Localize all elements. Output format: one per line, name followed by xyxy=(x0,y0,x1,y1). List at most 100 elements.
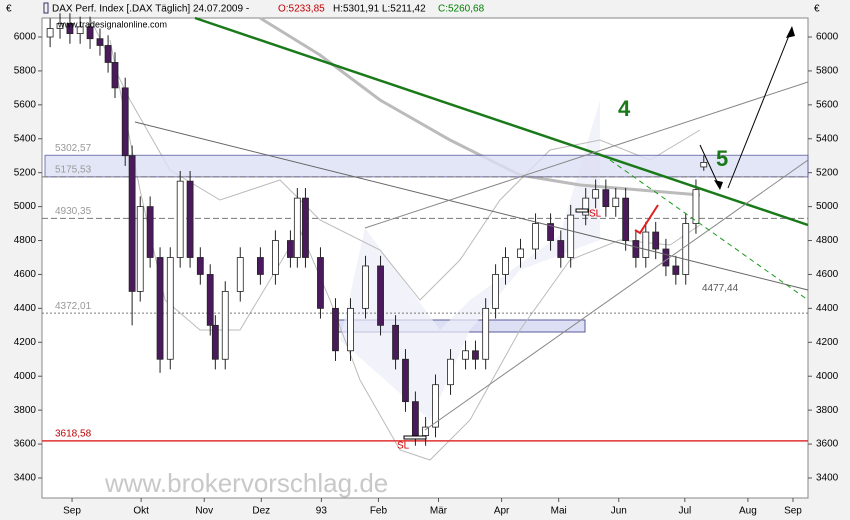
candle-body xyxy=(517,248,524,258)
marks xyxy=(46,13,708,446)
candle-body xyxy=(411,401,419,436)
sl-label: SL xyxy=(589,209,602,220)
candle-body xyxy=(211,324,219,360)
candle-body xyxy=(692,189,700,224)
source: www.tradesignalonline.com xyxy=(57,19,167,29)
y-tick-label: 5800 xyxy=(14,66,37,77)
candle-body xyxy=(302,197,309,258)
y-tick-label: 4800 xyxy=(14,235,37,246)
candle-body xyxy=(287,240,294,258)
candle-body xyxy=(196,257,204,275)
candle-body xyxy=(236,257,244,292)
y-tick-label: 5000 xyxy=(14,201,37,212)
header-icon xyxy=(43,2,49,14)
candle-body xyxy=(186,180,194,258)
wave-label: 4 xyxy=(618,96,631,121)
currency-left: € xyxy=(6,4,12,15)
level-label: 4477,44 xyxy=(702,283,739,294)
x-tick-label: Mär xyxy=(430,506,448,517)
candle-body xyxy=(652,231,660,250)
candle-body xyxy=(567,214,575,258)
candle-body xyxy=(56,23,64,29)
green-dashed-line xyxy=(609,159,809,301)
candle-body xyxy=(377,265,384,326)
y-tick-label: 5400 xyxy=(816,133,839,144)
y-tick-label: 3600 xyxy=(816,439,839,450)
level-label: 4372,01 xyxy=(55,301,92,312)
candle-body xyxy=(362,265,369,309)
candle-body xyxy=(86,26,94,40)
y-tick-label: 5600 xyxy=(816,99,839,110)
candle-body xyxy=(176,180,184,258)
header-hl: H:5301,91 L:5211,42 xyxy=(333,4,426,15)
x-tick-label: Aug xyxy=(739,506,757,517)
candle-body xyxy=(402,358,409,403)
trendlines xyxy=(134,16,809,440)
x-tick-label: Sep xyxy=(784,506,802,517)
candle-body xyxy=(96,38,104,46)
candle-body xyxy=(642,231,650,258)
candle-body xyxy=(156,257,164,360)
y-tick-label: 4000 xyxy=(816,371,839,382)
candle-body xyxy=(432,384,439,428)
candle-body xyxy=(206,274,214,326)
header-open: O:5233,85 xyxy=(278,4,325,15)
candle-body xyxy=(557,240,565,258)
y-tick-label: 5800 xyxy=(816,66,839,77)
y-tick-label: 3600 xyxy=(14,439,37,450)
resistance-band xyxy=(44,154,809,178)
level-label: 5175,53 xyxy=(55,164,92,175)
candle-body xyxy=(128,155,136,292)
sl-marker xyxy=(403,435,427,440)
candle-body xyxy=(121,87,129,157)
red-v xyxy=(634,204,659,235)
candle-body xyxy=(482,307,490,360)
x-tick-label: Jul xyxy=(678,506,691,517)
bollinger-lower xyxy=(109,39,701,461)
x-tick-label: 93 xyxy=(316,506,328,517)
candle-body xyxy=(347,307,354,352)
candle-body xyxy=(332,307,339,352)
candle-body xyxy=(502,257,509,275)
candle-body xyxy=(492,274,499,309)
candle-body xyxy=(166,257,174,360)
candle-body xyxy=(547,223,554,241)
x-tick-label: Nov xyxy=(195,506,213,517)
watermark: www.brokervorschlag.de xyxy=(104,468,388,498)
trendline xyxy=(424,159,809,431)
channel-fill xyxy=(340,100,600,420)
level-label: 4930,35 xyxy=(55,206,92,217)
y-tick-label: 6000 xyxy=(14,32,37,43)
candle-body xyxy=(672,265,680,275)
currency-right: € xyxy=(814,4,820,15)
x-tick-label: Feb xyxy=(370,506,388,517)
sl-marker xyxy=(575,208,589,213)
header-label: DAX Perf. Index [.DAX Täglich] 24.07.200… xyxy=(52,4,249,15)
candle-body xyxy=(582,197,590,216)
y-tick-label: 4400 xyxy=(816,303,839,314)
candle-body xyxy=(256,257,264,275)
y-tick-label: 3800 xyxy=(14,405,37,416)
candle-body xyxy=(622,197,630,241)
x-tick-label: Okt xyxy=(133,506,149,517)
y-tick-label: 4600 xyxy=(816,269,839,280)
candle-body xyxy=(104,45,112,63)
x-tick-label: Dez xyxy=(252,506,270,517)
candle-body xyxy=(146,206,154,258)
y-tick-label: 3400 xyxy=(816,473,839,484)
wave-label: 5 xyxy=(716,146,728,171)
x-tick-label: Mai xyxy=(551,506,567,517)
level-label: 3618,58 xyxy=(55,429,92,440)
candle-body xyxy=(272,240,279,275)
candle-body xyxy=(532,223,539,250)
y-tick-label: 5600 xyxy=(14,99,37,110)
y-tick-label: 4000 xyxy=(14,371,37,382)
candle-body xyxy=(136,206,144,292)
candle-body xyxy=(447,358,454,386)
candle-body xyxy=(46,28,54,38)
y-tick-label: 4400 xyxy=(14,303,37,314)
y-tick-label: 4200 xyxy=(14,337,37,348)
y-tick-label: 6000 xyxy=(816,32,839,43)
candle-body xyxy=(700,161,708,168)
